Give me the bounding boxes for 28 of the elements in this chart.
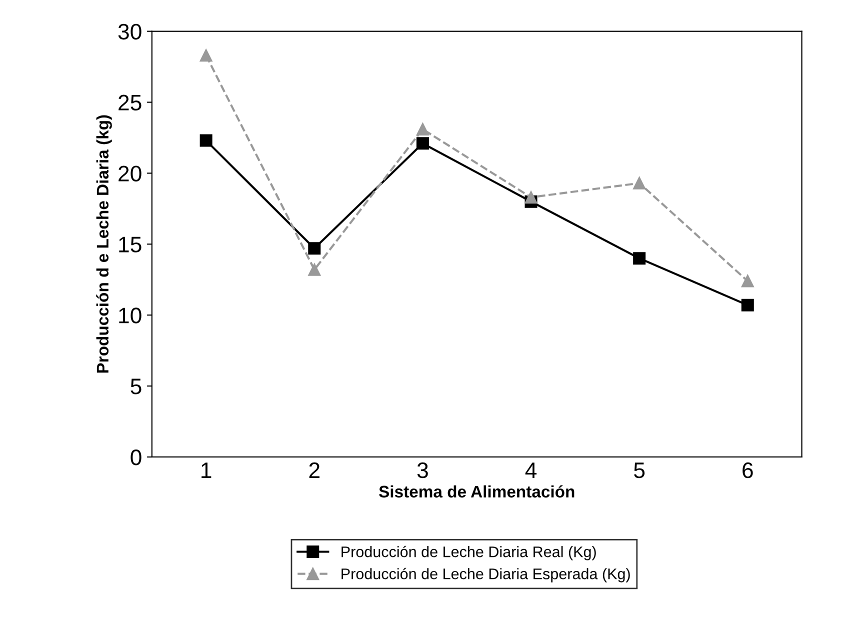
x-tick-label: 1 bbox=[202, 462, 212, 478]
point bbox=[200, 134, 212, 147]
x-tick-label: 5 bbox=[634, 462, 645, 478]
y-tick-label: 0 bbox=[130, 450, 142, 466]
point bbox=[416, 137, 429, 150]
y-tick-label: 30 bbox=[118, 24, 142, 40]
point bbox=[633, 252, 646, 265]
point bbox=[416, 122, 429, 136]
point bbox=[308, 242, 321, 255]
point bbox=[741, 298, 754, 312]
x-tick-label: 3 bbox=[417, 462, 428, 478]
y-tick-label: 20 bbox=[118, 166, 142, 182]
legend-label: Producción de Leche Diaria Esperada (Kg) bbox=[342, 568, 630, 582]
y-axis-title: Producción d e Leche Diaria (kg) bbox=[96, 115, 112, 373]
x-tick-label: 2 bbox=[309, 462, 320, 478]
y-tick-label: 15 bbox=[119, 236, 142, 252]
point bbox=[200, 49, 212, 62]
point bbox=[308, 263, 321, 276]
x-tick-label: 6 bbox=[742, 462, 753, 478]
point bbox=[741, 274, 754, 288]
legend-label: Producción de Leche Diaria Real (Kg) bbox=[342, 546, 596, 560]
y-tick-label: 5 bbox=[130, 378, 142, 394]
y-tick-label: 10 bbox=[119, 308, 142, 324]
x-tick-label: 4 bbox=[525, 462, 537, 478]
point bbox=[633, 176, 646, 190]
y-tick-label: 25 bbox=[118, 94, 142, 111]
x-axis-title: Sistema de Alimentación bbox=[379, 485, 574, 498]
point bbox=[524, 191, 538, 204]
